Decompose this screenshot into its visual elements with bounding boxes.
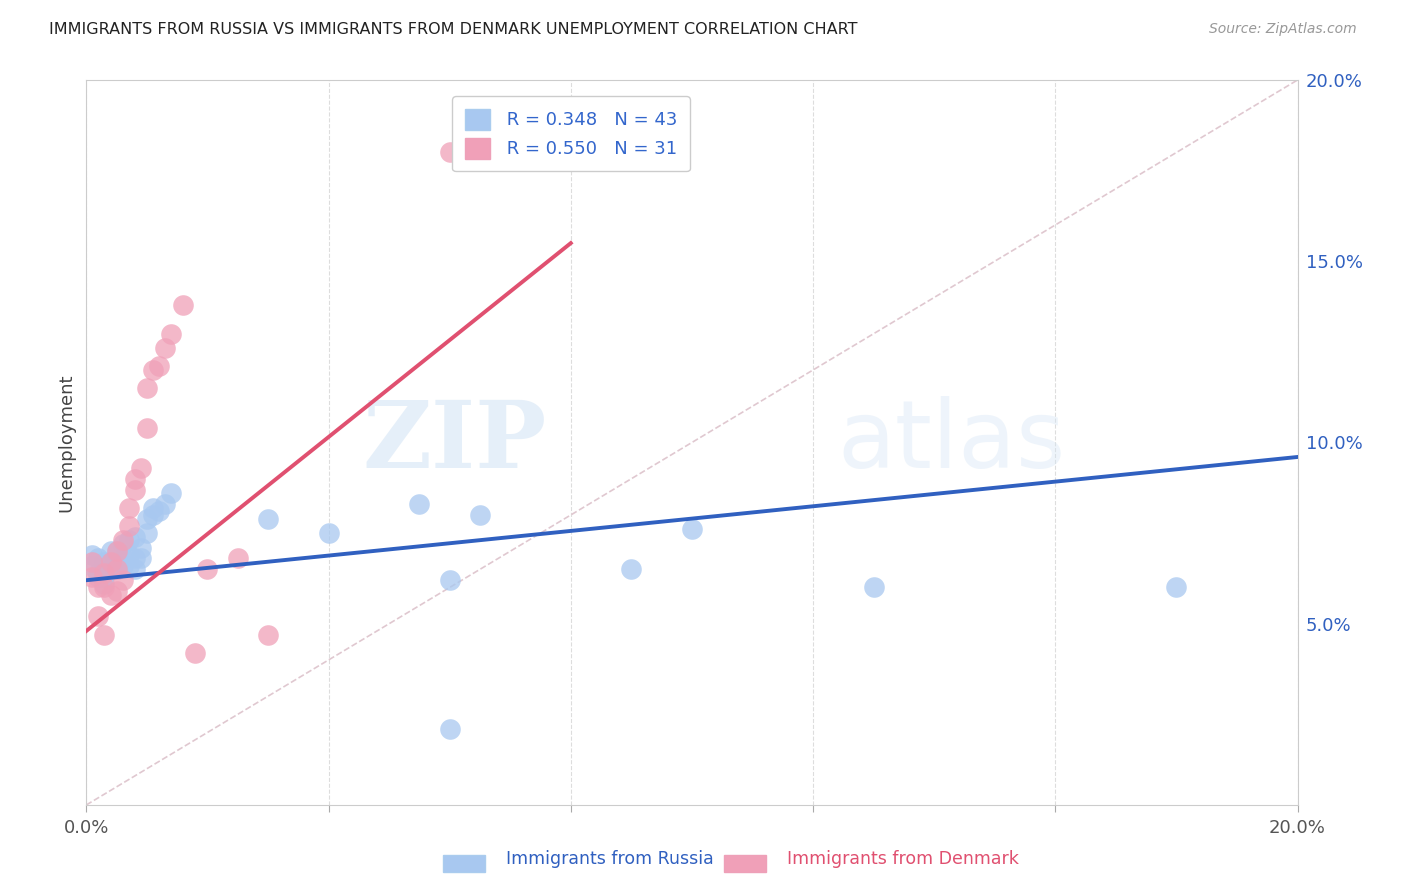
Point [124, 551, 146, 566]
Point [620, 562, 643, 576]
Point [105, 544, 128, 558]
Point [87, 609, 110, 624]
Point [111, 551, 134, 566]
Text: atlas: atlas [837, 396, 1066, 489]
Point [93, 627, 115, 641]
Point [82, 558, 104, 573]
Point [129, 551, 152, 566]
Point [148, 359, 170, 374]
Point [87, 581, 110, 595]
Point [681, 523, 703, 537]
Point [129, 541, 152, 555]
Point [111, 533, 134, 548]
Point [93, 566, 115, 580]
Point [105, 558, 128, 573]
Point [129, 460, 152, 475]
Point [118, 519, 141, 533]
Y-axis label: Unemployment: Unemployment [58, 373, 75, 512]
Point [118, 533, 141, 548]
Point [1166, 581, 1188, 595]
Point [118, 548, 141, 562]
Point [135, 421, 157, 435]
Point [111, 558, 134, 573]
Point [82, 569, 104, 583]
Text: ZIP: ZIP [363, 398, 547, 487]
Point [124, 530, 146, 544]
Point [93, 577, 115, 591]
Point [111, 573, 134, 587]
Point [172, 298, 194, 312]
Point [105, 544, 128, 558]
Point [100, 544, 122, 558]
Point [468, 508, 491, 522]
Point [105, 562, 128, 576]
Point [160, 486, 183, 500]
Text: Immigrants from Russia: Immigrants from Russia [506, 850, 714, 868]
Point [105, 562, 128, 576]
Point [111, 537, 134, 551]
Point [105, 584, 128, 599]
Point [100, 555, 122, 569]
Point [408, 497, 430, 511]
Point [124, 562, 146, 576]
Point [862, 581, 884, 595]
Point [100, 562, 122, 576]
Point [82, 548, 104, 562]
Point [226, 551, 249, 566]
Point [93, 555, 115, 569]
Point [100, 588, 122, 602]
Point [124, 472, 146, 486]
Point [142, 500, 165, 515]
Point [100, 555, 122, 569]
Point [135, 381, 157, 395]
Point [135, 526, 157, 541]
Text: IMMIGRANTS FROM RUSSIA VS IMMIGRANTS FROM DENMARK UNEMPLOYMENT CORRELATION CHART: IMMIGRANTS FROM RUSSIA VS IMMIGRANTS FRO… [49, 22, 858, 37]
Point [93, 581, 115, 595]
Point [148, 504, 170, 518]
Point [82, 555, 104, 569]
Point [87, 569, 110, 583]
Point [257, 511, 280, 525]
Point [142, 508, 165, 522]
Text: Immigrants from Denmark: Immigrants from Denmark [787, 850, 1019, 868]
Point [118, 558, 141, 573]
Point [142, 363, 165, 377]
Legend:  R = 0.348   N = 43,  R = 0.550   N = 31: R = 0.348 N = 43, R = 0.550 N = 31 [451, 96, 690, 171]
Point [160, 326, 183, 341]
Point [318, 526, 340, 541]
Point [439, 573, 461, 587]
Point [153, 497, 176, 511]
Point [184, 646, 207, 660]
Point [118, 500, 141, 515]
Point [87, 551, 110, 566]
Point [439, 145, 461, 160]
Point [153, 341, 176, 355]
Point [124, 483, 146, 497]
Point [257, 627, 280, 641]
Text: Source: ZipAtlas.com: Source: ZipAtlas.com [1209, 22, 1357, 37]
Point [135, 511, 157, 525]
Point [197, 562, 219, 576]
Point [100, 562, 122, 576]
Point [439, 722, 461, 736]
Point [87, 566, 110, 580]
Point [93, 569, 115, 583]
